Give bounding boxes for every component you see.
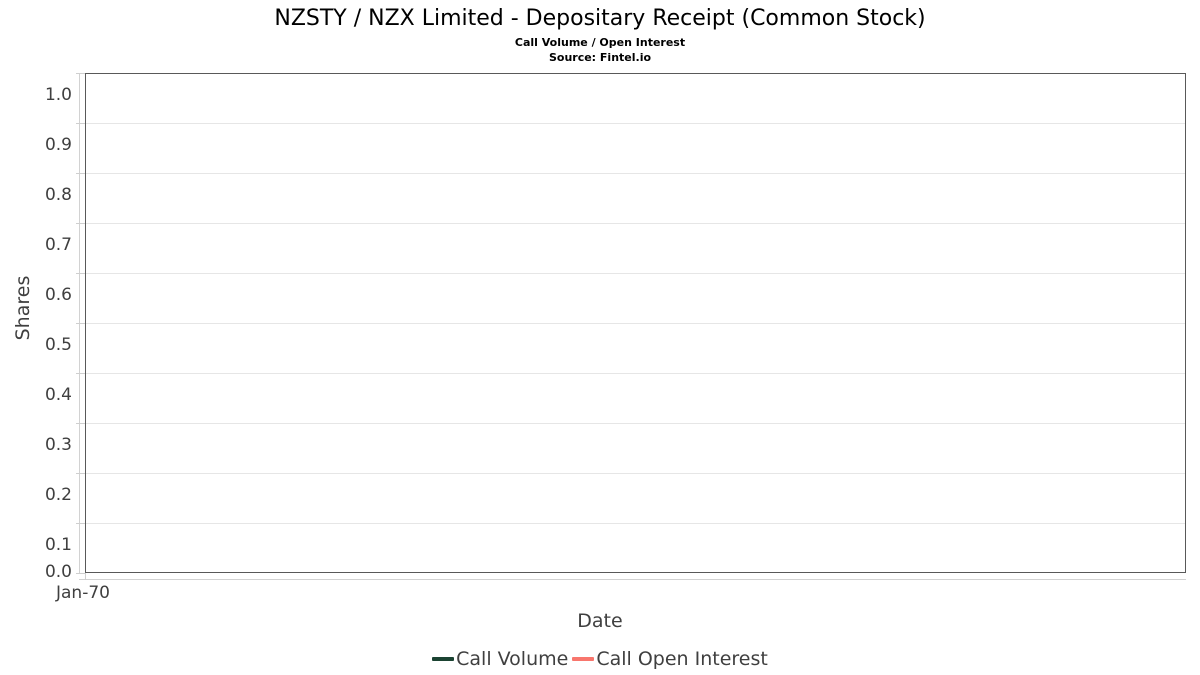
y-tick-mark-0_4 — [76, 373, 85, 374]
x-axis-spine — [79, 579, 1186, 580]
y-tick-label-0_4: 0.4 — [44, 385, 72, 405]
x-tick-mark-jan-70 — [85, 573, 86, 580]
y-tick-label-0_6: 0.6 — [44, 285, 72, 305]
gridline-0_6 — [86, 273, 1185, 274]
gridline-0_2 — [86, 473, 1185, 474]
y-tick-label-0_9: 0.9 — [44, 135, 72, 155]
legend-label-call-volume: Call Volume — [456, 648, 569, 670]
y-tick-mark-0_5 — [76, 323, 85, 324]
chart-header: NZSTY / NZX Limited - Depositary Receipt… — [0, 0, 1200, 65]
y-tick-mark-0_0 — [76, 573, 85, 574]
y-tick-mark-1_0 — [76, 73, 85, 74]
legend-line-swatch-icon — [432, 657, 455, 661]
legend-label-call-open-interest: Call Open Interest — [596, 648, 768, 670]
gridline-0_8 — [86, 173, 1185, 174]
data-series-layer — [86, 74, 1186, 573]
y-tick-label-1_0: 1.0 — [44, 85, 72, 105]
legend-item-call-volume[interactable]: Call Volume — [432, 648, 568, 670]
legend-line-swatch-icon — [572, 657, 595, 661]
y-tick-mark-0_6 — [76, 273, 85, 274]
y-tick-label-0_7: 0.7 — [44, 235, 72, 255]
y-tick-mark-0_2 — [76, 473, 85, 474]
gridline-0_4 — [86, 373, 1185, 374]
y-tick-label-0_3: 0.3 — [44, 435, 72, 455]
y-axis-title: Shares — [12, 275, 34, 341]
y-tick-label-0_0: 0.0 — [44, 562, 72, 582]
chart-subtitle: Call Volume / Open Interest — [514, 36, 686, 49]
x-axis-title: Date — [577, 610, 623, 632]
gridline-0_3 — [86, 423, 1185, 424]
gridline-0_7 — [86, 223, 1185, 224]
y-tick-mark-0_8 — [76, 173, 85, 174]
gridline-0_9 — [86, 123, 1185, 124]
x-tick-label-jan-70: Jan-70 — [56, 583, 110, 603]
y-tick-mark-0_9 — [76, 123, 85, 124]
y-axis-tick-labels: 1.0 0.9 0.8 0.7 0.6 0.5 0.4 0.3 0.2 0.1 … — [0, 0, 72, 675]
page-title: NZSTY / NZX Limited - Depositary Receipt… — [274, 6, 926, 31]
plot-area — [85, 73, 1186, 573]
y-tick-mark-0_3 — [76, 423, 85, 424]
gridline-0_5 — [86, 323, 1185, 324]
chart-legend: Call Volume Call Open Interest — [0, 648, 1200, 670]
y-tick-label-0_1: 0.1 — [44, 535, 72, 555]
y-tick-label-0_2: 0.2 — [44, 485, 72, 505]
y-tick-label-0_5: 0.5 — [44, 335, 72, 355]
legend-item-call-open-interest[interactable]: Call Open Interest — [572, 648, 768, 670]
y-tick-label-0_8: 0.8 — [44, 185, 72, 205]
gridline-0_1 — [86, 523, 1185, 524]
y-tick-mark-0_1 — [76, 523, 85, 524]
y-tick-mark-0_7 — [76, 223, 85, 224]
chart-source-attribution: Source: Fintel.io — [548, 51, 652, 64]
